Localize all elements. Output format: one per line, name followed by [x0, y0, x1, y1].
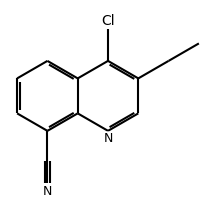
- Text: Cl: Cl: [101, 14, 115, 28]
- Text: N: N: [103, 132, 113, 145]
- Text: N: N: [43, 185, 52, 198]
